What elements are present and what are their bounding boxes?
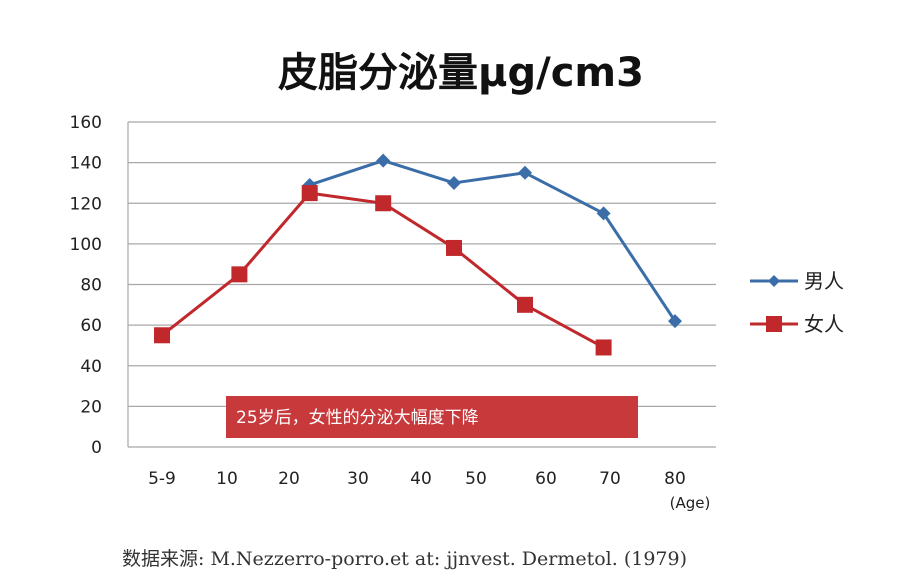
annotation-text: 25岁后，女性的分泌大幅度下降 bbox=[236, 408, 479, 428]
y-tick-label: 40 bbox=[80, 357, 102, 377]
x-tick-label: 5-9 bbox=[148, 469, 176, 489]
x-tick-label: 30 bbox=[347, 469, 369, 489]
series-line-1 bbox=[161, 191, 605, 349]
source-citation: 数据来源: M.Nezzerro-porro.et at: jjnvest. D… bbox=[122, 548, 687, 570]
y-tick-label: 80 bbox=[80, 276, 102, 296]
legend-label: 女人 bbox=[804, 312, 844, 336]
data-point bbox=[446, 239, 462, 256]
legend-marker bbox=[768, 275, 780, 287]
x-axis-unit-label: (Age) bbox=[670, 494, 711, 512]
chart-title: 皮脂分泌量μg/cm3 bbox=[278, 50, 644, 96]
y-tick-label: 160 bbox=[70, 113, 102, 133]
x-tick-label: 70 bbox=[599, 469, 621, 489]
x-tick-label: 50 bbox=[465, 469, 487, 489]
annotation-box: 25岁后，女性的分泌大幅度下降 bbox=[226, 396, 638, 438]
annotation-background bbox=[226, 396, 638, 438]
y-tick-label: 140 bbox=[70, 154, 102, 174]
x-tick-label: 60 bbox=[535, 469, 557, 489]
data-point bbox=[375, 195, 392, 212]
y-tick-label: 0 bbox=[91, 438, 102, 458]
data-point bbox=[517, 296, 533, 313]
y-tick-label: 100 bbox=[70, 235, 102, 255]
y-tick-label: 20 bbox=[80, 397, 102, 417]
data-point bbox=[596, 206, 611, 221]
y-tick-label: 120 bbox=[70, 194, 102, 214]
legend-label: 男人 bbox=[804, 269, 844, 293]
data-point bbox=[668, 314, 682, 329]
x-tick-label: 40 bbox=[410, 469, 432, 489]
x-tick-label: 80 bbox=[664, 469, 686, 489]
x-tick-label: 10 bbox=[216, 469, 238, 489]
data-point bbox=[595, 339, 612, 356]
series-line-0 bbox=[309, 159, 677, 322]
data-point bbox=[301, 185, 318, 202]
x-tick-label: 20 bbox=[278, 469, 300, 489]
series-layer bbox=[154, 153, 682, 356]
y-tick-labels: 0 20 40 60 80 100 120 140 160 bbox=[70, 113, 102, 458]
data-point bbox=[447, 175, 461, 190]
y-tick-label: 60 bbox=[80, 316, 102, 336]
data-point bbox=[518, 165, 532, 180]
x-tick-labels: 5-9 10 20 30 40 50 60 70 80 bbox=[148, 469, 686, 489]
data-point bbox=[154, 327, 170, 344]
data-point bbox=[376, 153, 391, 168]
legend-marker bbox=[766, 316, 782, 332]
data-point bbox=[231, 266, 248, 283]
